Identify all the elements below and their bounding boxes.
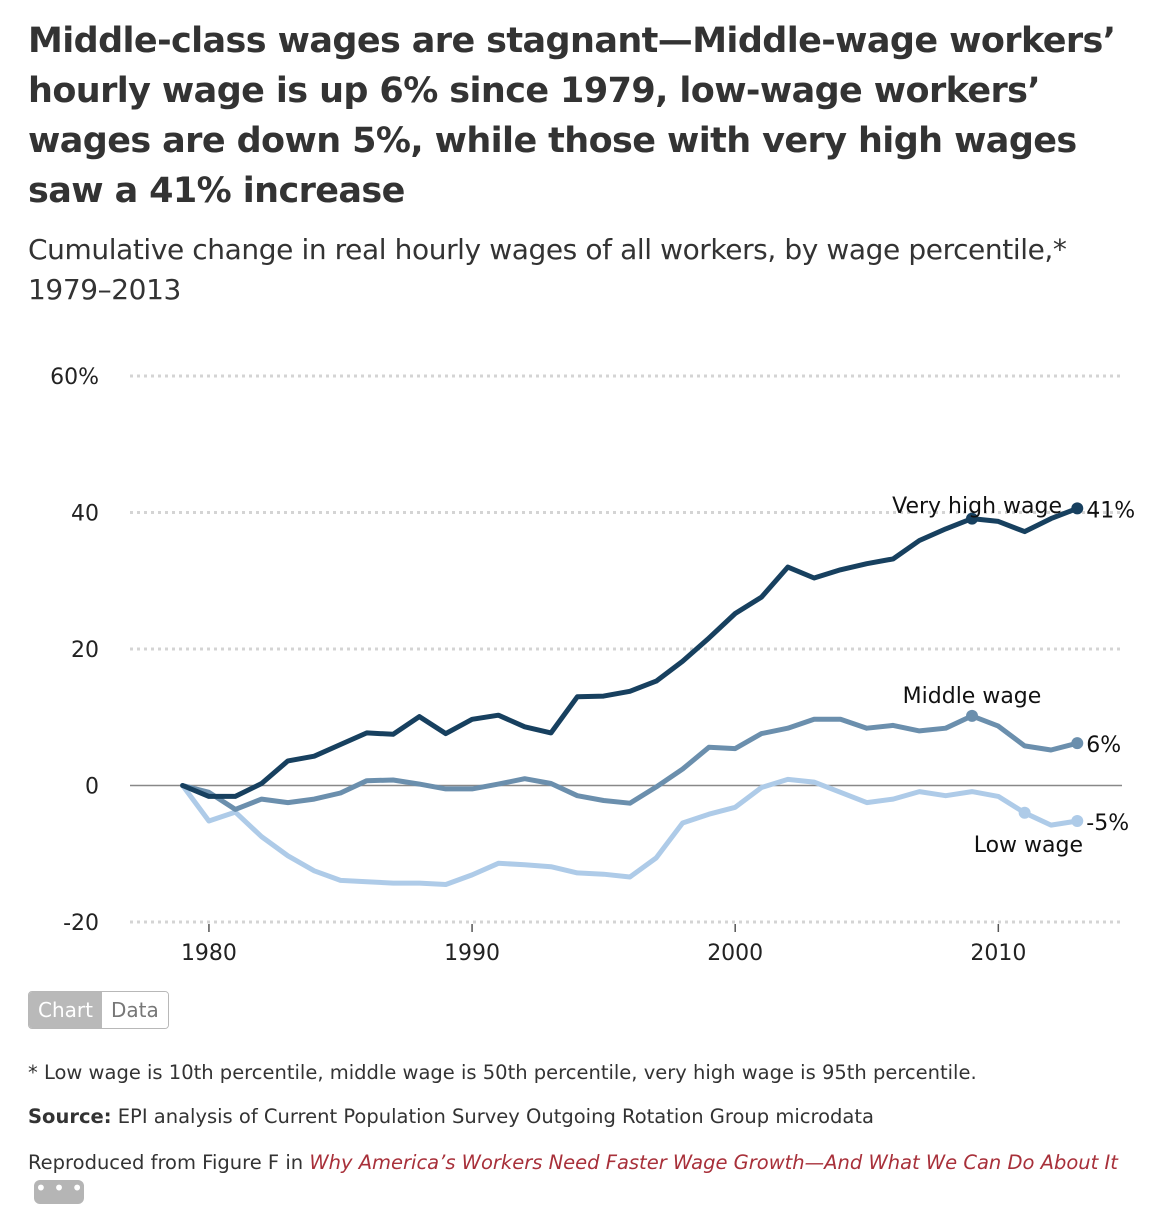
footnote: * Low wage is 10th percentile, middle wa… <box>28 1061 977 1084</box>
middle-wage-end-value: 6% <box>1086 733 1121 758</box>
data-tab[interactable]: Data <box>101 992 168 1028</box>
y-tick-label: 20 <box>71 638 99 663</box>
x-tick-label: 1980 <box>181 941 237 966</box>
y-tick-label: 0 <box>85 775 99 800</box>
report-link[interactable]: Why America’s Workers Need Faster Wage G… <box>309 1151 1118 1174</box>
axis-ticks: -20 0 20 40 60% 1980 1990 2000 2010 <box>50 365 1026 966</box>
low-wage-label: Low wage <box>974 833 1083 858</box>
series-labels: Very high wage Middle wage Low wage 41% 6% -5… <box>892 494 1135 858</box>
middle-wage-label: Middle wage <box>903 684 1042 709</box>
chart-tab[interactable]: Chart <box>29 992 102 1028</box>
reproduced-prefix: Reproduced from Figure F in <box>28 1151 304 1174</box>
x-tick-label: 2000 <box>707 941 763 966</box>
middle-wage-point <box>966 709 979 722</box>
chart-title: Middle-class wages are stagnant—Middle-w… <box>28 21 1116 211</box>
source-text: EPI analysis of Current Population Surve… <box>117 1105 874 1128</box>
source-label: Source: <box>28 1105 112 1128</box>
middle-wage-line <box>180 713 1080 812</box>
y-tick-label: 40 <box>71 502 99 527</box>
reproduced-note: Reproduced from Figure F in Why America’… <box>28 1147 1138 1209</box>
low-wage-point <box>1071 814 1084 827</box>
very-high-wage-label: Very high wage <box>892 494 1062 519</box>
source-note: Source: EPI analysis of Current Populati… <box>28 1101 1138 1132</box>
low-wage-end-value: -5% <box>1086 811 1129 836</box>
very-high-wage-end-value: 41% <box>1086 498 1135 523</box>
wage-line-chart: -20 0 20 40 60% 1980 1990 2000 2010 Very high wa… <box>50 365 1135 966</box>
series-lines <box>180 502 1084 887</box>
gridlines <box>130 374 1122 924</box>
y-tick-label: 60% <box>50 365 99 390</box>
low-wage-point <box>1018 806 1031 819</box>
y-tick-label: -20 <box>63 911 99 936</box>
low-wage-line <box>180 776 1080 887</box>
chart-subtitle: Cumulative change in real hourly wages o… <box>28 233 1067 306</box>
very-high-wage-point <box>966 512 979 525</box>
very-high-wage-point <box>1071 502 1084 515</box>
x-tick-label: 2010 <box>970 941 1026 966</box>
chart-data-toggle[interactable]: Chart Data <box>28 991 169 1029</box>
x-tick-label: 1990 <box>444 941 500 966</box>
very-high-wage-line <box>180 505 1080 799</box>
middle-wage-point <box>1071 737 1084 750</box>
more-options-button[interactable]: • • • <box>34 1178 84 1204</box>
